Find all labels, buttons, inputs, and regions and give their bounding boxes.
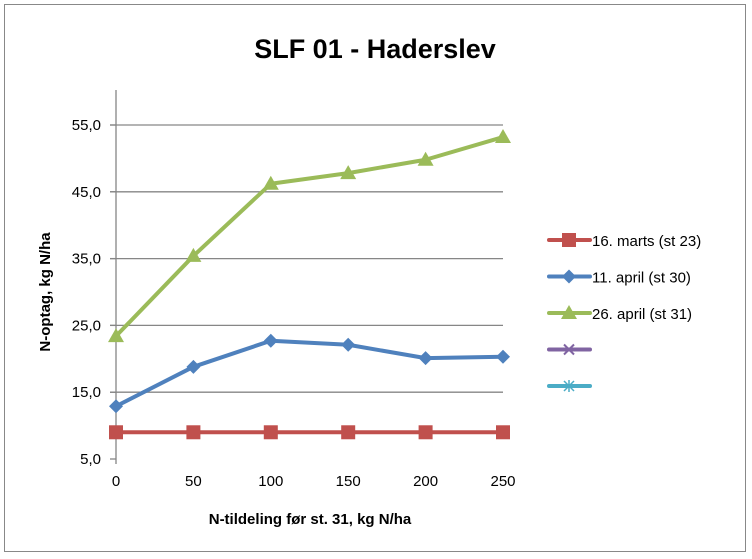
triangle-marker — [108, 328, 124, 343]
square-marker — [418, 425, 433, 440]
x-stroke — [563, 343, 575, 356]
triangle-marker — [340, 165, 357, 180]
triangle-marker — [561, 305, 577, 319]
diamond-marker — [562, 269, 576, 284]
x-tick-label: 250 — [490, 473, 515, 490]
series-line — [115, 338, 504, 409]
square-marker — [263, 425, 278, 440]
triangle-marker — [262, 175, 279, 190]
chart-area — [4, 4, 746, 552]
triangle-marker — [417, 151, 434, 166]
square-marker — [186, 425, 201, 440]
x-tick-label: 150 — [336, 473, 361, 490]
legend-label: 16. marts (st 23) — [592, 233, 701, 250]
triangle-marker — [185, 247, 202, 262]
y-tick-label: 45,0 — [72, 184, 101, 201]
x-tick-label: 100 — [258, 473, 283, 490]
square-marker — [496, 425, 510, 440]
diamond-marker — [341, 337, 356, 352]
x-tick-label: 50 — [185, 473, 202, 490]
square-marker — [562, 233, 576, 247]
diamond-marker — [418, 351, 433, 366]
chart-title: SLF 01 - Haderslev — [254, 34, 496, 64]
legend-label: 11. april (st 30) — [592, 270, 691, 287]
series-line — [114, 135, 504, 338]
y-tick-label: 35,0 — [72, 251, 101, 268]
star-stroke — [563, 380, 575, 392]
diamond-marker — [109, 399, 123, 414]
x-tick-label: 200 — [413, 473, 438, 490]
legend-label: 26. april (st 31) — [592, 306, 692, 323]
diamond-marker — [263, 333, 278, 348]
y-tick-label: 25,0 — [72, 317, 101, 334]
diamond-marker — [186, 359, 201, 374]
x-tick-label: 0 — [112, 473, 120, 490]
y-tick-label: 15,0 — [72, 384, 101, 401]
y-tick-label: 55,0 — [72, 117, 101, 134]
diamond-marker — [496, 349, 510, 364]
square-marker — [341, 425, 356, 440]
x-marker — [563, 343, 575, 356]
square-marker — [109, 425, 123, 440]
x-axis-label: N-tildeling før st. 31, kg N/ha — [209, 511, 412, 528]
y-tick-label: 5,0 — [80, 451, 101, 468]
y-axis-label: N-optag, kg N/ha — [37, 232, 54, 352]
triangle-marker — [495, 129, 511, 144]
star-marker — [563, 380, 575, 392]
